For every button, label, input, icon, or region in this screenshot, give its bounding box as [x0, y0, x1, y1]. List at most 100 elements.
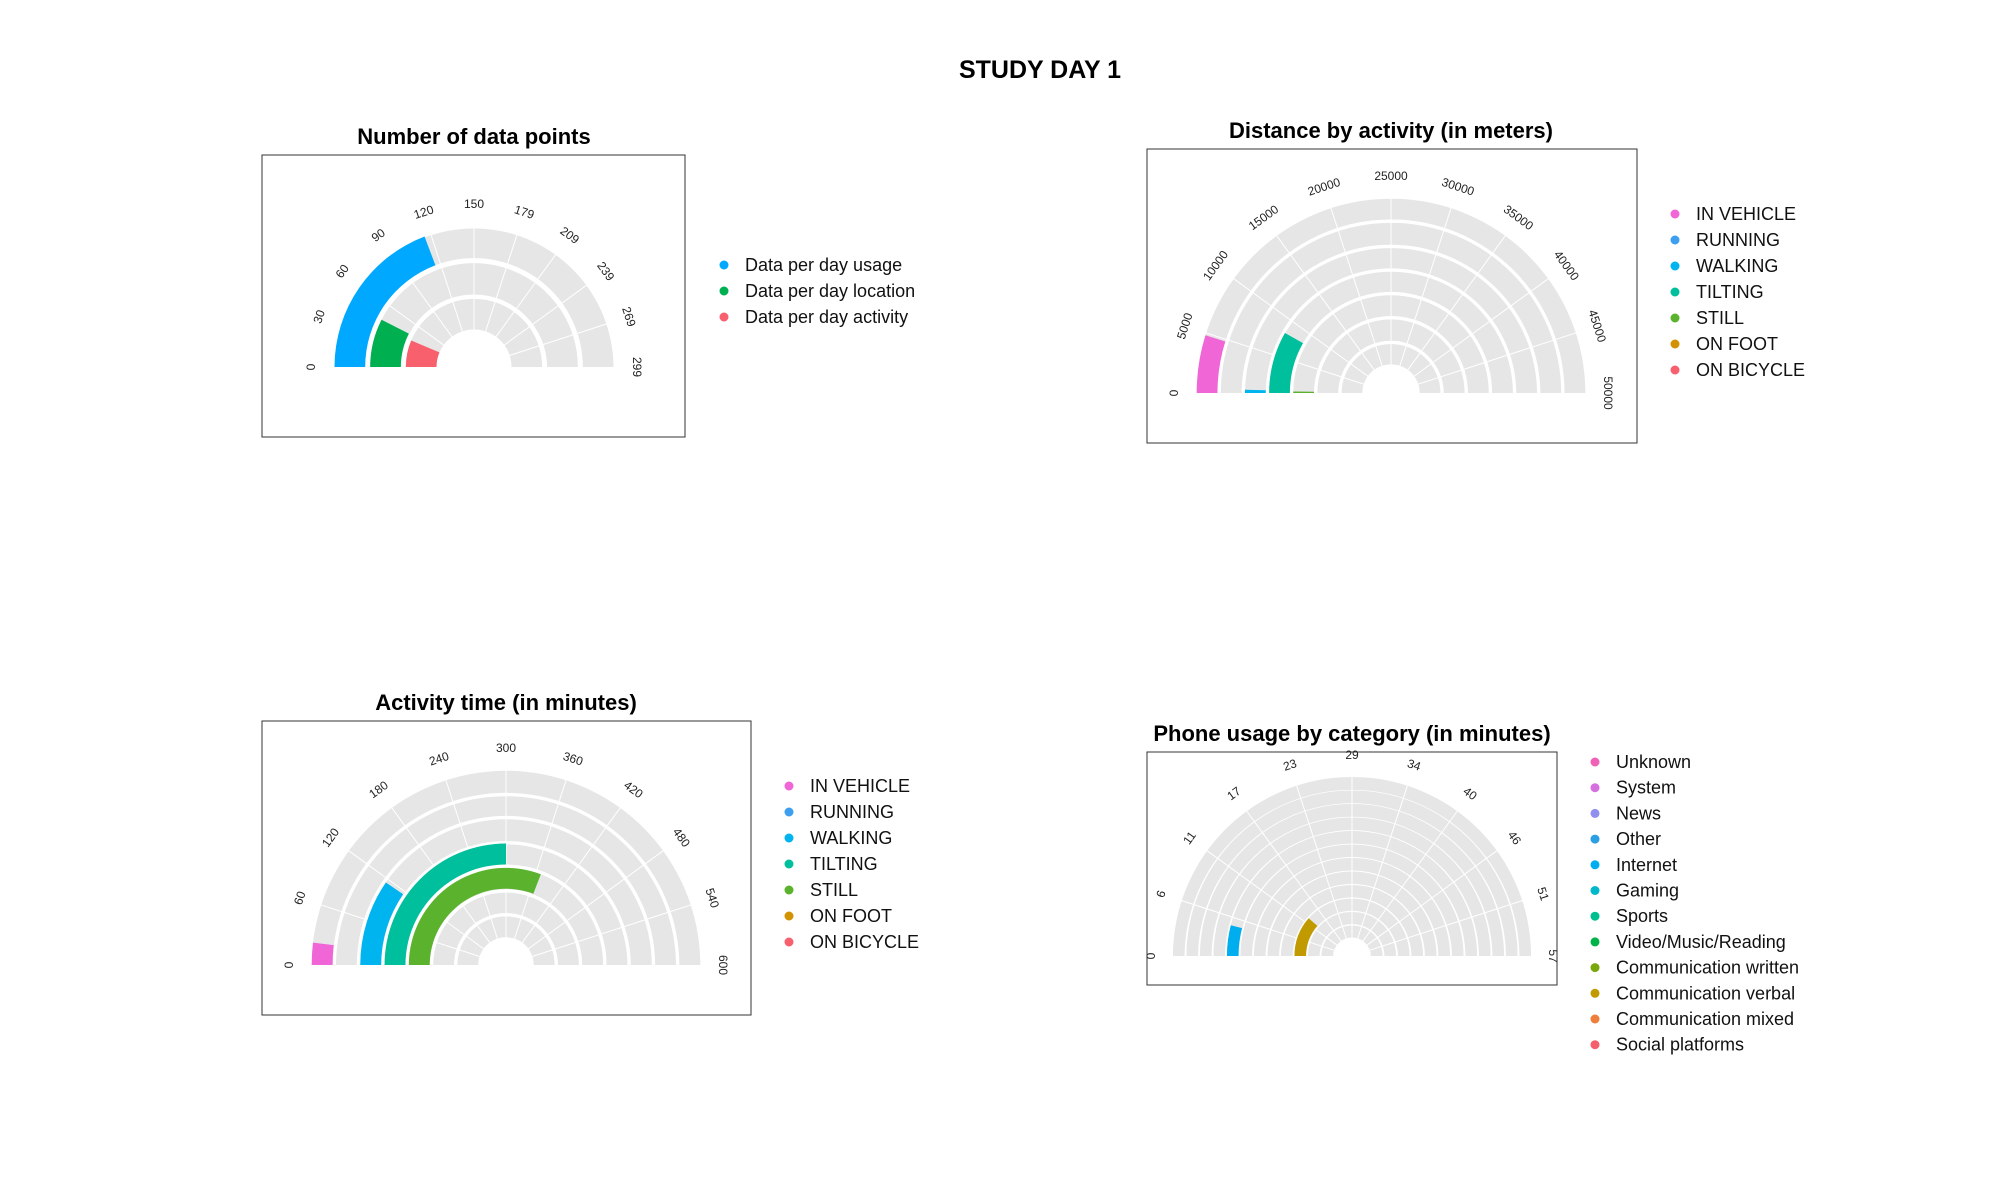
- legend-swatch: [1590, 860, 1600, 870]
- legend-label: Gaming: [1616, 881, 1679, 901]
- legend-item: Communication mixed: [1590, 1009, 1794, 1029]
- legend-label: ON BICYCLE: [810, 932, 919, 952]
- chart-activity: Activity time (in minutes)06012018024030…: [261, 690, 919, 1016]
- legend-swatch: [1670, 339, 1680, 349]
- legend-item: System: [1590, 778, 1676, 798]
- chart-activity-tick-label: 0: [282, 961, 296, 968]
- chart-phone-tick-label: 57: [1546, 949, 1560, 963]
- legend-item: Other: [1590, 829, 1661, 849]
- legend-label: STILL: [1696, 308, 1744, 328]
- legend-label: TILTING: [1696, 282, 1764, 302]
- legend-label: Sports: [1616, 906, 1668, 926]
- legend-item: RUNNING: [784, 802, 894, 822]
- chart-activity-tick-label: 60: [291, 889, 309, 906]
- legend-item: WALKING: [784, 828, 892, 848]
- chart-phone-tick-label: 34: [1406, 756, 1423, 774]
- legend-item: News: [1590, 803, 1661, 823]
- legend-label: System: [1616, 778, 1676, 798]
- chart-datapoints-tick-label: 299: [630, 357, 644, 377]
- legend-swatch: [784, 885, 794, 895]
- legend-item: Communication written: [1590, 958, 1799, 978]
- chart-distance-track: [1244, 248, 1538, 393]
- chart-distance-bar-tilting: [1269, 332, 1304, 393]
- legend-item: ON BICYCLE: [1670, 360, 1805, 380]
- chart-phone-tick-label: 0: [1144, 952, 1158, 959]
- legend-item: IN VEHICLE: [1670, 204, 1796, 224]
- legend-swatch: [1590, 783, 1600, 793]
- legend-swatch: [1670, 287, 1680, 297]
- legend-swatch: [719, 312, 729, 322]
- chart-activity-tick-label: 360: [561, 749, 585, 769]
- chart-datapoints-tick-label: 269: [619, 305, 639, 329]
- legend-swatch: [1670, 261, 1680, 271]
- legend-label: WALKING: [1696, 256, 1778, 276]
- chart-phone-track: [1240, 844, 1464, 956]
- chart-datapoints-bar-data-per-day-activity: [405, 340, 440, 367]
- legend-swatch: [784, 911, 794, 921]
- chart-distance-bar-walking: [1244, 389, 1266, 393]
- chart-datapoints-bar-data-per-day-location: [370, 319, 409, 367]
- legend-item: IN VEHICLE: [784, 776, 910, 796]
- legend-label: TILTING: [810, 854, 878, 874]
- legend-item: TILTING: [784, 854, 878, 874]
- legend-swatch: [784, 807, 794, 817]
- legend-item: Social platforms: [1590, 1035, 1744, 1055]
- legend-label: STILL: [810, 880, 858, 900]
- legend-item: Data per day activity: [719, 307, 908, 327]
- chart-activity-gridline: [530, 903, 693, 958]
- legend-label: RUNNING: [810, 802, 894, 822]
- legend-swatch: [1670, 209, 1680, 219]
- chart-distance-track: [1196, 198, 1586, 393]
- chart-phone-gridline: [1366, 849, 1498, 946]
- legend-label: Data per day location: [745, 281, 915, 301]
- legend-swatch: [1590, 911, 1600, 921]
- legend-label: Other: [1616, 829, 1661, 849]
- chart-datapoints-gridline: [484, 231, 519, 334]
- legend-item: Gaming: [1590, 881, 1679, 901]
- chart-distance-gridline: [1329, 206, 1384, 368]
- chart-activity-tick-label: 540: [702, 886, 722, 910]
- chart-phone-gridline: [1180, 899, 1336, 951]
- legend-swatch: [1670, 235, 1680, 245]
- legend-label: IN VEHICLE: [1696, 204, 1796, 224]
- chart-phone-track: [1267, 871, 1437, 956]
- chart-activity-track: [433, 892, 579, 965]
- chart-activity-bar-in-vehicle: [311, 942, 334, 965]
- chart-datapoints-tick-label: 150: [464, 197, 484, 211]
- chart-activity-tick-label: 240: [427, 749, 451, 769]
- legend-swatch: [784, 833, 794, 843]
- chart-phone-tick-label: 51: [1534, 885, 1552, 902]
- legend-swatch: [1590, 1040, 1600, 1050]
- chart-distance-gridline: [1232, 277, 1370, 378]
- legend-swatch: [784, 859, 794, 869]
- chart-distance-gridline: [1398, 206, 1453, 368]
- chart-activity-gridline: [526, 849, 665, 951]
- chart-activity-bar-still: [408, 867, 541, 965]
- chart-distance-track: [1341, 344, 1441, 393]
- legend-label: Video/Music/Reading: [1616, 932, 1786, 952]
- legend-label: RUNNING: [1696, 230, 1780, 250]
- legend-item: WALKING: [1670, 256, 1778, 276]
- chart-datapoints-gridline: [494, 251, 558, 339]
- chart-datapoints-gridline: [429, 231, 464, 334]
- chart-distance-tick-label: 25000: [1374, 169, 1408, 183]
- legend-swatch: [1590, 963, 1600, 973]
- chart-distance-gridline: [1275, 234, 1376, 372]
- legend-label: Communication verbal: [1616, 983, 1795, 1003]
- legend-item: ON FOOT: [1670, 334, 1778, 354]
- chart-distance-track: [1317, 319, 1465, 393]
- chart-phone-tick-label: 6: [1153, 888, 1168, 899]
- chart-distance-track: [1269, 271, 1513, 393]
- page-title: STUDY DAY 1: [959, 56, 1121, 84]
- legend-item: ON BICYCLE: [784, 932, 919, 952]
- chart-phone: Phone usage by category (in minutes)0611…: [1144, 721, 1799, 1055]
- chart-distance-track: [1293, 295, 1489, 393]
- legend-label: Communication written: [1616, 958, 1799, 978]
- legend-label: ON FOOT: [1696, 334, 1778, 354]
- legend-swatch: [784, 937, 794, 947]
- chart-phone-bar-internet: [1226, 925, 1243, 956]
- chart-phone-gridline: [1245, 810, 1342, 942]
- legend-item: STILL: [784, 880, 858, 900]
- chart-distance-title: Distance by activity (in meters): [1229, 118, 1553, 143]
